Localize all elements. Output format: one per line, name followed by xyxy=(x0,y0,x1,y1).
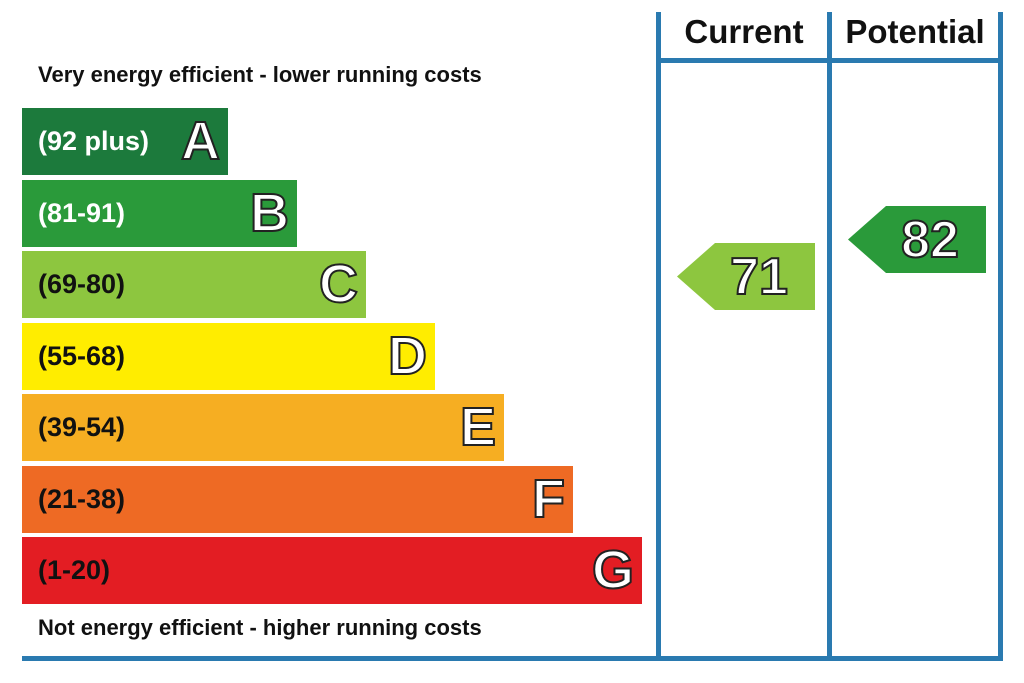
rating-arrow-shape xyxy=(848,206,986,273)
band-g: (1-20) G xyxy=(22,537,642,604)
band-range-label: (55-68) xyxy=(38,341,126,371)
band-letter: E xyxy=(459,396,497,458)
column-header-potential: Potential xyxy=(845,13,985,50)
band-range-label: (69-80) xyxy=(38,269,126,299)
band-letter: F xyxy=(531,468,566,530)
bottom-caption: Not energy efficient - higher running co… xyxy=(38,615,482,640)
rating-value: 71 xyxy=(729,247,789,307)
band-c: (69-80) C xyxy=(22,251,366,318)
band-letter: A xyxy=(180,110,221,172)
bottom-border xyxy=(22,656,1003,661)
band-range-label: (21-38) xyxy=(38,484,126,514)
band-range-label: (92 plus) xyxy=(38,126,150,156)
band-range-label: (1-20) xyxy=(38,555,111,585)
band-letter: B xyxy=(249,182,290,244)
rating-arrow-potential: 82 xyxy=(848,206,986,273)
rating-arrow-current: 71 xyxy=(677,243,815,310)
rating-arrow-shape xyxy=(677,243,815,310)
band-range-label: (39-54) xyxy=(38,412,126,442)
band-letter: D xyxy=(387,325,428,387)
column-header-current: Current xyxy=(684,13,804,50)
rating-value: 82 xyxy=(900,210,960,270)
band-f: (21-38) F xyxy=(22,466,573,533)
band-letter: C xyxy=(318,253,359,315)
band-letter: G xyxy=(591,539,635,601)
column-divider-middle xyxy=(827,12,832,660)
band-a: (92 plus) A xyxy=(22,108,228,175)
band-b: (81-91) B xyxy=(22,180,297,247)
band-range-label: (81-91) xyxy=(38,198,126,228)
column-divider-left xyxy=(656,12,661,660)
header-underline xyxy=(656,58,1003,63)
band-e: (39-54) E xyxy=(22,394,504,461)
band-d: (55-68) D xyxy=(22,323,435,390)
top-caption: Very energy efficient - lower running co… xyxy=(38,62,482,87)
column-divider-right xyxy=(998,12,1003,660)
